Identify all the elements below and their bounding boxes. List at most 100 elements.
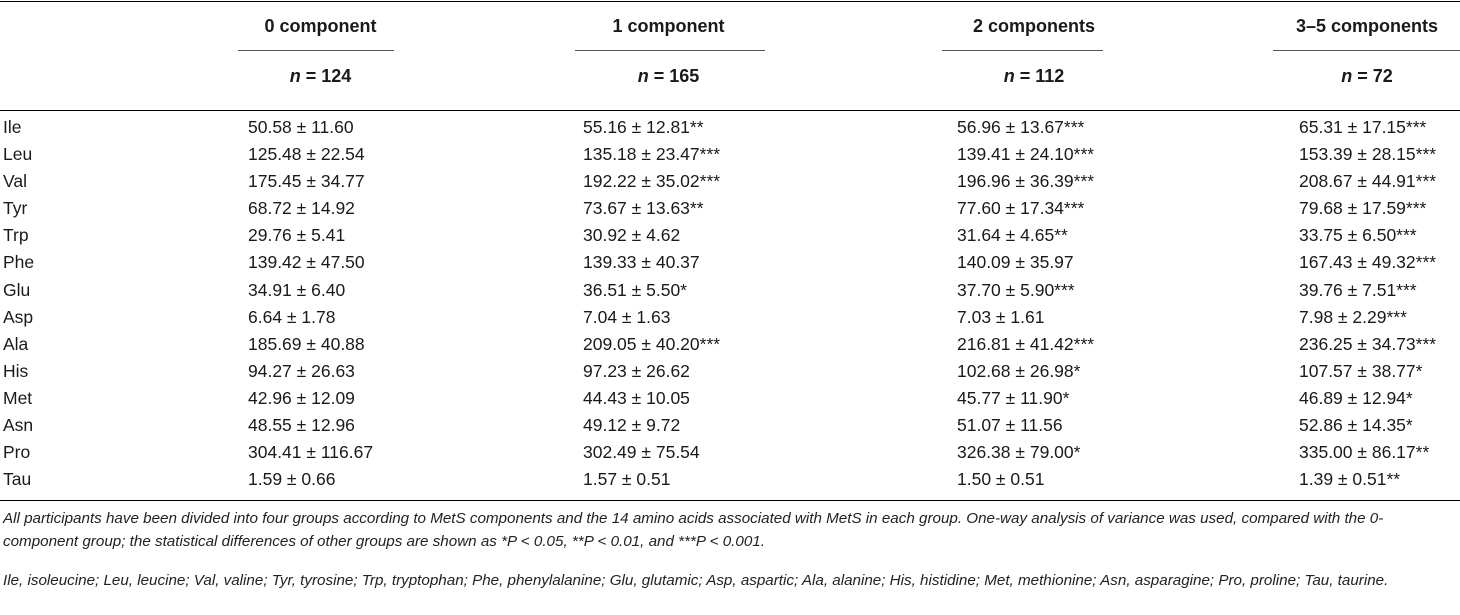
table-footnote-abbreviations: Ile, isoleucine; Leu, leucine; Val, vali… — [3, 572, 1389, 589]
value-cell: 45.77 ± 11.90* — [957, 387, 1070, 408]
header-divider — [942, 50, 1103, 51]
header-divider — [238, 50, 394, 51]
value-cell: 94.27 ± 26.63 — [248, 360, 355, 381]
value-cell: 1.57 ± 0.51 — [583, 469, 671, 490]
value-cell: 42.96 ± 12.09 — [248, 387, 355, 408]
value-cell: 65.31 ± 17.15*** — [1299, 117, 1427, 137]
row-label: Glu — [3, 279, 31, 300]
n-value-label: n = 72 — [1341, 66, 1393, 86]
value-cell: 135.18 ± 23.47*** — [583, 144, 721, 165]
value-cell: 192.22 ± 35.02*** — [583, 171, 721, 192]
row-label: Asp — [3, 306, 34, 327]
value-cell: 6.64 ± 1.78 — [248, 306, 336, 327]
table-row: Met 42.96 ± 12.09 44.43 ± 10.05 45.77 ± … — [0, 385, 1460, 412]
value-cell: 39.76 ± 7.51*** — [1299, 279, 1417, 300]
row-label: Met — [3, 387, 33, 408]
value-cell: 34.91 ± 6.40 — [248, 279, 346, 300]
value-cell: 56.96 ± 13.67*** — [957, 117, 1085, 137]
header-divider — [1273, 50, 1460, 51]
value-cell: 7.04 ± 1.63 — [583, 306, 671, 327]
column-n-3-5-components: n = 72 — [1276, 66, 1458, 87]
table-row: Tau 1.59 ± 0.66 1.57 ± 0.51 1.50 ± 0.51 … — [0, 466, 1460, 493]
n-value-label: n = 112 — [1003, 66, 1065, 86]
column-header-3-5-components: 3–5 components — [1295, 16, 1439, 36]
column-n-2-components: n = 112 — [944, 66, 1124, 87]
table-row: His 94.27 ± 26.63 97.23 ± 26.62 102.68 ±… — [0, 358, 1460, 385]
value-cell: 49.12 ± 9.72 — [583, 415, 681, 436]
value-cell: 167.43 ± 49.32*** — [1299, 252, 1437, 273]
value-cell: 55.16 ± 12.81** — [583, 117, 704, 137]
value-cell: 304.41 ± 116.67 — [248, 442, 374, 463]
value-cell: 50.58 ± 11.60 — [248, 117, 354, 137]
value-cell: 102.68 ± 26.98* — [957, 360, 1081, 381]
row-label: His — [3, 360, 29, 381]
table-row: Phe 139.42 ± 47.50 139.33 ± 40.37 140.09… — [0, 249, 1460, 276]
value-cell: 37.70 ± 5.90*** — [957, 279, 1075, 300]
row-label: Ile — [3, 117, 22, 137]
value-cell: 44.43 ± 10.05 — [583, 387, 690, 408]
column-header-1-component: 1 component — [612, 16, 725, 36]
value-cell: 29.76 ± 5.41 — [248, 225, 346, 246]
value-cell: 196.96 ± 36.39*** — [957, 171, 1095, 192]
value-cell: 216.81 ± 41.42*** — [957, 333, 1095, 354]
header-divider — [575, 50, 765, 51]
n-value-label: n = 124 — [289, 66, 352, 86]
row-label: Pro — [3, 442, 31, 463]
value-cell: 209.05 ± 40.20*** — [583, 333, 721, 354]
table-row: Val 175.45 ± 34.77 192.22 ± 35.02*** 196… — [0, 168, 1460, 195]
table-row: Trp 29.76 ± 5.41 30.92 ± 4.62 31.64 ± 4.… — [0, 222, 1460, 249]
value-cell: 31.64 ± 4.65** — [957, 225, 1068, 246]
value-cell: 77.60 ± 17.34*** — [957, 198, 1085, 219]
value-cell: 30.92 ± 4.62 — [583, 225, 681, 246]
table-row: Glu 34.91 ± 6.40 36.51 ± 5.50* 37.70 ± 5… — [0, 277, 1460, 304]
value-cell: 36.51 ± 5.50* — [583, 279, 687, 300]
table-row: Leu 125.48 ± 22.54 135.18 ± 23.47*** 139… — [0, 141, 1460, 168]
value-cell: 107.57 ± 38.77* — [1299, 360, 1423, 381]
header-bottom-rule — [0, 110, 1460, 111]
table-row: Ile 50.58 ± 11.60 55.16 ± 12.81** 56.96 … — [0, 114, 1460, 141]
value-cell: 1.59 ± 0.66 — [248, 469, 336, 490]
value-cell: 48.55 ± 12.96 — [248, 415, 355, 436]
row-label: Trp — [3, 225, 29, 246]
value-cell: 68.72 ± 14.92 — [248, 198, 355, 219]
row-label: Ala — [3, 333, 29, 354]
table-bottom-rule — [0, 500, 1460, 501]
table-row: Asn 48.55 ± 12.96 49.12 ± 9.72 51.07 ± 1… — [0, 412, 1460, 439]
n-value-label: n = 165 — [637, 66, 700, 86]
row-label: Tyr — [3, 198, 28, 219]
column-header-0-component: 0 component — [264, 16, 377, 36]
value-cell: 302.49 ± 75.54 — [583, 442, 700, 463]
value-cell: 153.39 ± 28.15*** — [1299, 144, 1437, 165]
value-cell: 46.89 ± 12.94* — [1299, 387, 1413, 408]
value-cell: 236.25 ± 34.73*** — [1299, 333, 1437, 354]
value-cell: 52.86 ± 14.35* — [1299, 415, 1413, 436]
value-cell: 7.03 ± 1.61 — [957, 306, 1045, 327]
table-row: Pro 304.41 ± 116.67 302.49 ± 75.54 326.3… — [0, 439, 1460, 466]
table-body: Ile 50.58 ± 11.60 55.16 ± 12.81** 56.96 … — [0, 114, 1460, 493]
value-cell: 1.50 ± 0.51 — [957, 469, 1045, 490]
column-n-0-component: n = 124 — [238, 66, 403, 87]
row-label: Val — [3, 171, 27, 192]
value-cell: 139.41 ± 24.10*** — [957, 144, 1095, 165]
value-cell: 326.38 ± 79.00* — [957, 442, 1081, 463]
row-label: Leu — [3, 144, 33, 165]
value-cell: 125.48 ± 22.54 — [248, 144, 365, 165]
value-cell: 1.39 ± 0.51** — [1299, 469, 1401, 490]
table-row: Tyr 68.72 ± 14.92 73.67 ± 13.63** 77.60 … — [0, 195, 1460, 222]
table-row: Ala 185.69 ± 40.88 209.05 ± 40.20*** 216… — [0, 331, 1460, 358]
column-header-2-components: 2 components — [972, 16, 1096, 36]
value-cell: 335.00 ± 86.17** — [1299, 442, 1430, 463]
value-cell: 97.23 ± 26.62 — [583, 360, 690, 381]
column-n-1-component: n = 165 — [571, 66, 766, 87]
value-cell: 139.42 ± 47.50 — [248, 252, 365, 273]
value-cell: 73.67 ± 13.63** — [583, 198, 704, 219]
value-cell: 79.68 ± 17.59*** — [1299, 198, 1427, 219]
value-cell: 185.69 ± 40.88 — [248, 333, 365, 354]
value-cell: 175.45 ± 34.77 — [248, 171, 365, 192]
row-label: Tau — [3, 469, 32, 490]
value-cell: 33.75 ± 6.50*** — [1299, 225, 1417, 246]
value-cell: 51.07 ± 11.56 — [957, 415, 1063, 436]
row-label: Phe — [3, 252, 35, 273]
table-row: Asp 6.64 ± 1.78 7.04 ± 1.63 7.03 ± 1.61 … — [0, 304, 1460, 331]
table-footnote-stats: All participants have been divided into … — [3, 510, 1384, 550]
